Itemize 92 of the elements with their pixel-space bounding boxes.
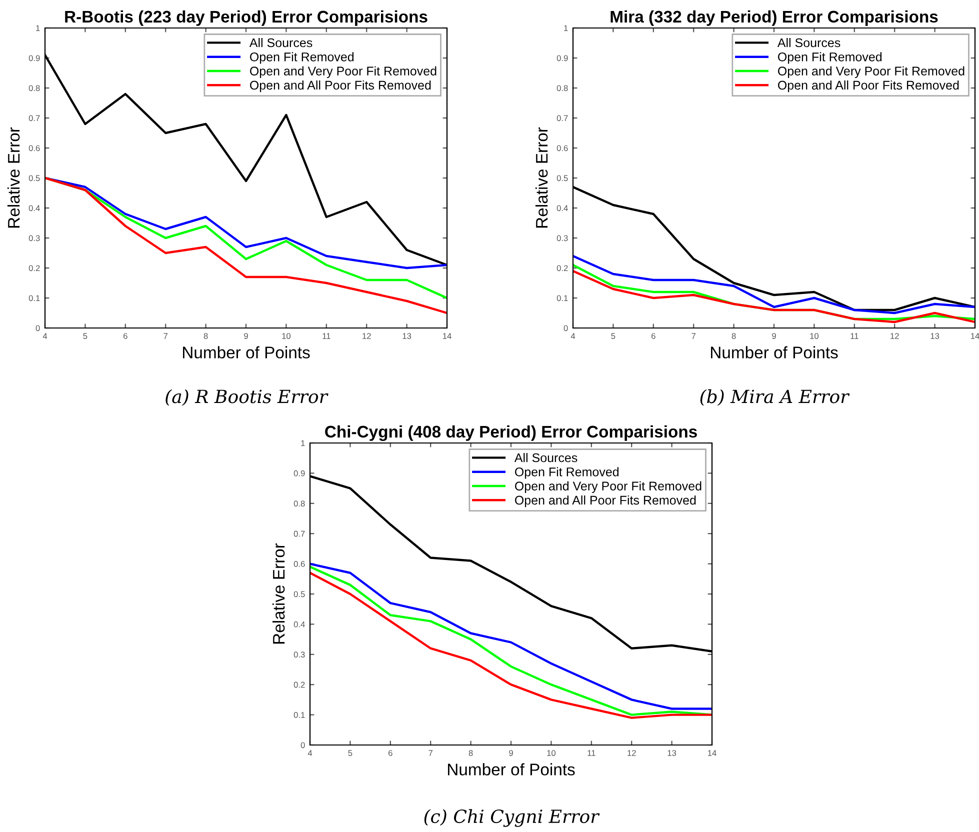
y-tick-label: 0.1	[556, 295, 568, 302]
chart-title: R-Bootis (223 day Period) Error Comparisions	[65, 10, 428, 26]
legend-label: Open Fit Removed	[778, 52, 882, 64]
y-tick-label: 0.2	[28, 265, 40, 272]
legend-label: All Sources	[249, 38, 312, 48]
x-tick-label: 13	[930, 333, 940, 339]
y-tick-label: 0.5	[294, 591, 305, 598]
y-tick-label: 0.5	[28, 175, 40, 182]
x-tick-label: 8	[204, 333, 208, 339]
text: (c) Chi Cygni Error	[424, 809, 600, 827]
y-axis-title: Relative Error	[535, 127, 548, 228]
y-tick-label: 0.2	[556, 265, 568, 272]
x-tick-label: 4	[570, 333, 576, 339]
y-tick-label: 0.3	[28, 235, 40, 242]
x-tick-label: 4	[42, 333, 48, 339]
y-tick-label: 0.6	[294, 561, 305, 567]
text: (a) R Bootis Error	[166, 389, 328, 406]
x-tick-label: 5	[348, 750, 352, 756]
x-tick-label: 6	[124, 333, 128, 339]
y-tick-label: 0.2	[294, 682, 305, 688]
legend-label: Open and All Poor Fits Removed	[515, 495, 696, 508]
x-axis-title: Number of Points	[710, 346, 838, 358]
x-tick-label: 11	[588, 750, 596, 756]
x-tick-label: 11	[850, 333, 858, 339]
legend-label: Open Fit Removed	[515, 467, 619, 479]
x-tick-label: 14	[708, 750, 716, 756]
y-tick-label: 0	[36, 325, 40, 332]
x-tick-label: 5	[611, 333, 616, 339]
y-tick-label: 0.7	[28, 115, 40, 122]
y-tick-label: 0.4	[556, 205, 568, 212]
y-tick-label: 0	[564, 325, 568, 332]
x-tick-label: 10	[547, 750, 556, 756]
x-tick-label: 10	[810, 333, 819, 339]
x-tick-label: 9	[244, 333, 248, 339]
y-axis-title: Relative Error	[272, 543, 285, 644]
y-tick-label: 0.6	[28, 145, 40, 152]
y-tick-label: 0.7	[556, 115, 568, 122]
x-axis-title: Number of Points	[182, 346, 310, 358]
x-tick-label: 5	[83, 333, 88, 339]
x-tick-label: 8	[468, 750, 473, 756]
y-tick-label: 0.5	[556, 175, 568, 182]
y-tick-label: 1	[564, 25, 568, 32]
legend-label: Open and Very Poor Fit Removed	[515, 481, 702, 493]
legend-label: Open Fit Removed	[250, 52, 354, 64]
y-tick-label: 0.3	[556, 235, 568, 242]
y-tick-label: 0.3	[294, 652, 305, 658]
y-tick-label: 0.4	[294, 621, 305, 628]
y-tick-label: 0.6	[556, 145, 568, 152]
legend-label: All Sources	[777, 38, 840, 48]
x-tick-label: 7	[428, 750, 432, 756]
x-tick-label: 12	[628, 750, 636, 756]
y-axis-title: Relative Error	[7, 127, 20, 228]
x-tick-label: 8	[732, 333, 736, 339]
legend-label: Open and Very Poor Fit Removed	[250, 66, 436, 78]
x-tick-label: 9	[509, 750, 513, 756]
x-tick-label: 7	[692, 333, 696, 339]
line-series	[573, 254, 975, 314]
y-tick-label: 0.7	[294, 530, 305, 537]
legend-label: Open and Very Poor Fit Removed	[778, 66, 964, 78]
y-tick-label: 0.8	[294, 500, 305, 506]
x-tick-label: 7	[164, 333, 168, 339]
x-tick-label: 12	[890, 333, 899, 339]
x-tick-label: 13	[668, 750, 676, 756]
y-tick-label: 0.1	[294, 712, 305, 718]
y-tick-label: 0.9	[294, 470, 305, 476]
x-tick-label: 10	[282, 333, 291, 339]
chart-title: Mira (332 day Period) Error Comparisions	[610, 10, 938, 26]
x-tick-label: 13	[402, 333, 412, 339]
chart-title: Chi-Cygni (408 day Period) Error Comparisions	[325, 425, 697, 441]
x-tick-label: 12	[362, 333, 371, 339]
y-tick-label: 0.1	[28, 295, 40, 302]
legend-label: Open and All Poor Fits Removed	[778, 80, 959, 92]
y-tick-label: 0	[300, 742, 305, 748]
x-tick-label: 11	[322, 333, 330, 339]
y-tick-label: 1	[36, 25, 40, 32]
x-axis-title: Number of Points	[448, 763, 575, 776]
x-tick-label: 14	[443, 333, 452, 339]
y-tick-label: 0.8	[556, 85, 568, 92]
legend-label: Open and All Poor Fits Removed	[250, 80, 431, 92]
y-tick-label: 1	[301, 440, 305, 446]
x-tick-label: 4	[308, 750, 312, 756]
y-tick-label: 0.8	[28, 85, 40, 92]
x-tick-label: 6	[388, 750, 392, 756]
y-tick-label: 0.4	[28, 205, 40, 212]
legend-label: All Sources	[514, 453, 578, 462]
y-tick-label: 0.9	[556, 55, 568, 62]
text: (b) Mira A Error	[700, 389, 850, 406]
line-series	[45, 176, 447, 270]
y-tick-label: 0.9	[28, 55, 40, 62]
x-tick-label: 14	[971, 333, 979, 339]
x-tick-label: 9	[772, 333, 776, 339]
x-tick-label: 6	[652, 333, 656, 339]
